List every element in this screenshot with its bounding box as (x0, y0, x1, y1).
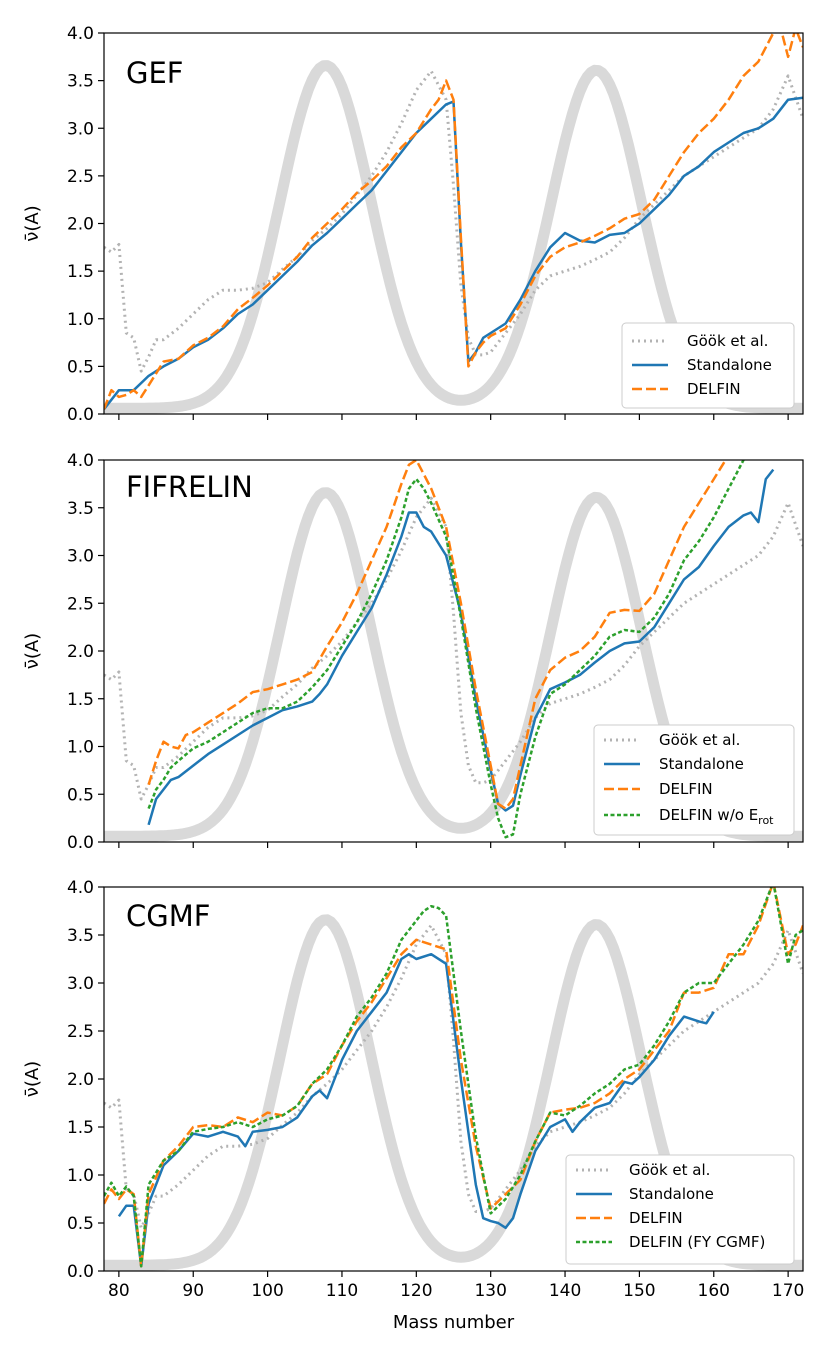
panel-title-fifrelin: FIFRELIN (126, 470, 253, 504)
legend-box-fifrelin (593, 724, 795, 836)
y-tick-label: 2.0 (67, 1070, 94, 1090)
series-line-standalone (117, 952, 715, 1268)
y-tick-label: 3.5 (67, 499, 94, 519)
x-tick-label: 90 (182, 1281, 204, 1301)
legend-label-gook: Göök et al. (629, 1161, 710, 1179)
x-tick-label: 140 (549, 1281, 581, 1301)
y-tick-label: 3.5 (67, 926, 94, 946)
series-line-standalone (147, 468, 775, 826)
x-tick-label: 130 (474, 1281, 506, 1301)
y-tick-label: 3.5 (67, 72, 94, 92)
legend-gef: Göök et al. Standalone DELFIN (621, 322, 795, 409)
y-tick-label: 4.0 (67, 24, 94, 44)
x-tick-label: 150 (623, 1281, 655, 1301)
x-tick-label: 160 (698, 1281, 730, 1301)
y-axis-label-cgmf: ν̄(A) (22, 1061, 43, 1097)
y-tick-label: 3.0 (67, 119, 94, 139)
legend-label-delfin-wo-erot-main: DELFIN w/o E (659, 806, 758, 824)
series-line-delfin-fy-cgmf (104, 887, 803, 1268)
legend-label-gook: Göök et al. (659, 731, 740, 749)
y-tick-label: 2.5 (67, 167, 94, 187)
y-axis-label-fifrelin: ν̄(A) (22, 633, 43, 669)
y-tick-label: 1.5 (67, 262, 94, 282)
y-tick-label: 0.0 (67, 405, 94, 425)
y-tick-label: 4.0 (67, 878, 94, 898)
x-tick-label: 80 (108, 1281, 130, 1301)
ticks-cgmf: 80 90 100 110 120 130 140 150 160 170 0.0 0.5 1.0 1.5… (67, 878, 804, 1301)
legend-label-delfin: DELFIN (629, 1209, 683, 1227)
series-line-g-k-et-al (104, 923, 803, 1230)
y-tick-label: 2.5 (67, 1022, 94, 1042)
y-tick-label: 1.5 (67, 690, 94, 710)
x-tick-label: 170 (772, 1281, 804, 1301)
legend-label-standalone: Standalone (687, 356, 772, 374)
y-tick-label: 2.0 (67, 642, 94, 662)
panel-cgmf: 80 90 100 110 120 130 140 150 160 170 0.0 0.5 1.0 1.5… (22, 878, 804, 1301)
panel-gef: 0.0 0.5 1.0 1.5 2.0 2.5 3.0 3.5 4.0 GEF ν̄(A) Gö… (22, 24, 804, 425)
legend-label-delfin: DELFIN (687, 380, 741, 398)
ticks-fifrelin: 0.0 0.5 1.0 1.5 2.0 2.5 3.0 3.5 4.0 (67, 451, 789, 853)
y-tick-label: 2.0 (67, 215, 94, 235)
y-tick-label: 2.5 (67, 594, 94, 614)
y-tick-label: 0.0 (67, 833, 94, 853)
y-tick-label: 0.5 (67, 785, 94, 805)
y-tick-label: 4.0 (67, 451, 94, 471)
legend-cgmf: Göök et al. Standalone DELFIN DELFIN (FY… (565, 1154, 795, 1265)
legend-label-gook: Göök et al. (687, 332, 768, 350)
series-line-g-k-et-al (104, 69, 803, 373)
panel-title-cgmf: CGMF (126, 899, 210, 933)
legend-label-delfin-wo-erot-sub: rot (758, 814, 774, 827)
legend-fifrelin: Göök et al. Standalone DELFIN DELFIN w/o… (593, 724, 795, 836)
series-line-delfin (104, 33, 803, 410)
x-axis-label: Mass number (393, 1312, 515, 1333)
y-axis-label-gef: ν̄(A) (22, 205, 43, 241)
y-tick-label: 1.0 (67, 1166, 94, 1186)
y-tick-label: 3.0 (67, 547, 94, 567)
series-line-delfin (104, 887, 803, 1268)
y-tick-label: 0.0 (67, 1262, 94, 1282)
legend-label-delfin: DELFIN (659, 780, 713, 798)
series-line-delfin-w-o-erot (147, 460, 745, 839)
legend-box-gef (621, 322, 795, 409)
y-tick-label: 1.0 (67, 738, 94, 758)
legend-label-delfin-wo-erot: DELFIN w/o Erot (659, 806, 774, 827)
legend-label-standalone: Standalone (629, 1185, 714, 1203)
panel-fifrelin: 0.0 0.5 1.0 1.5 2.0 2.5 3.0 3.5 4.0 FIFRELIN ν̄(… (22, 451, 804, 853)
x-tick-label: 110 (326, 1281, 358, 1301)
panel-title-gef: GEF (126, 56, 183, 90)
ticks-gef: 0.0 0.5 1.0 1.5 2.0 2.5 3.0 3.5 4.0 (67, 24, 789, 425)
y-tick-label: 1.0 (67, 310, 94, 330)
legend-label-delfin-fy-cgmf: DELFIN (FY CGMF) (629, 1233, 765, 1251)
y-tick-label: 3.0 (67, 974, 94, 994)
y-tick-label: 0.5 (67, 1214, 94, 1234)
y-tick-label: 1.5 (67, 1118, 94, 1138)
series-line-delfin (147, 460, 728, 810)
x-tick-label: 120 (400, 1281, 432, 1301)
legend-label-standalone: Standalone (659, 755, 744, 773)
legend-box-cgmf (565, 1154, 795, 1265)
x-tick-label: 100 (251, 1281, 283, 1301)
y-tick-label: 0.5 (67, 357, 94, 377)
